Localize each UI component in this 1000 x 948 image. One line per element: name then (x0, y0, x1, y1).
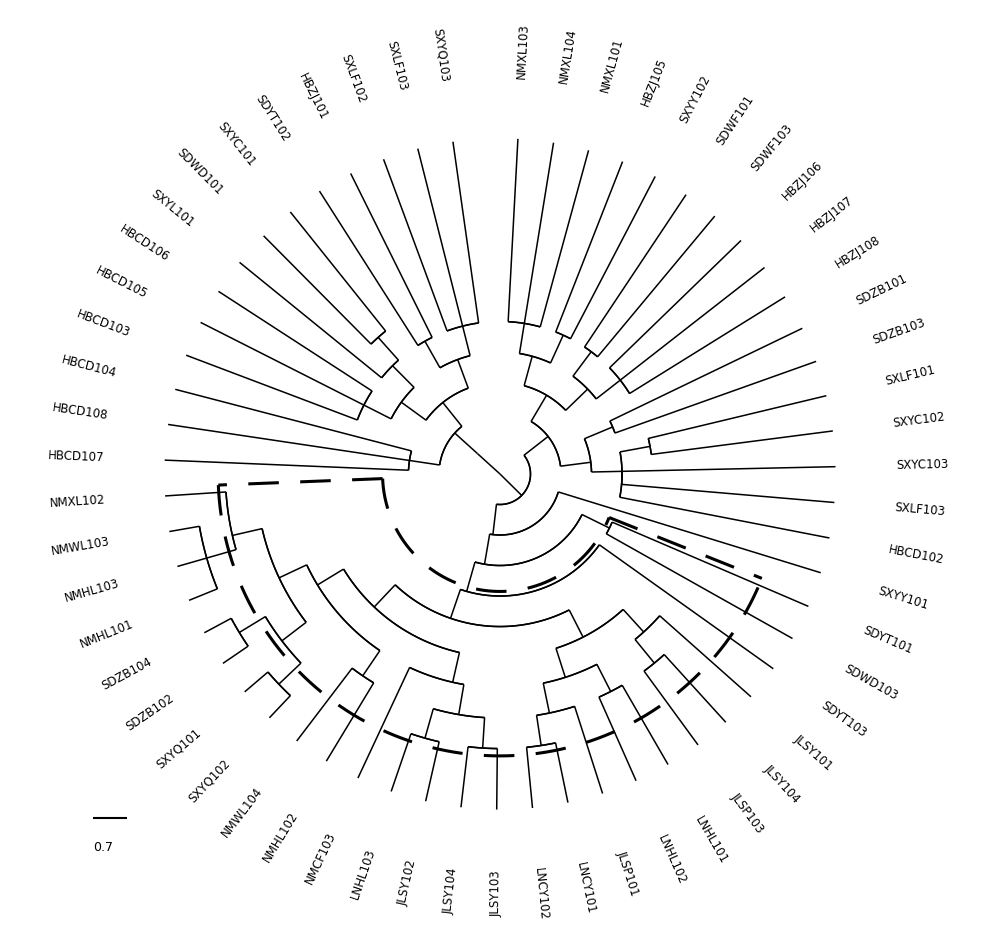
Text: SDZB103: SDZB103 (871, 317, 927, 347)
Text: LNHL101: LNHL101 (693, 813, 730, 866)
Text: NMXL102: NMXL102 (49, 493, 105, 510)
Text: SXLF103: SXLF103 (894, 501, 946, 519)
Text: LNHL103: LNHL103 (348, 847, 378, 901)
Text: SDWD101: SDWD101 (174, 146, 226, 197)
Text: JLSY104: JLSY104 (442, 866, 460, 915)
Text: HBZJ105: HBZJ105 (639, 56, 669, 108)
Text: HBCD102: HBCD102 (887, 543, 945, 567)
Text: SXYQ103: SXYQ103 (430, 27, 451, 82)
Text: HBCD103: HBCD103 (75, 308, 132, 340)
Text: SDWF101: SDWF101 (714, 93, 757, 148)
Text: HBZJ106: HBZJ106 (780, 158, 825, 203)
Text: NMWL104: NMWL104 (219, 785, 265, 840)
Text: SXYQ101: SXYQ101 (153, 726, 203, 771)
Text: HBZJ107: HBZJ107 (808, 194, 856, 235)
Text: LNHL102: LNHL102 (655, 833, 688, 887)
Text: SXYL101: SXYL101 (149, 187, 197, 229)
Text: HBCD105: HBCD105 (94, 264, 150, 301)
Text: SDYT103: SDYT103 (819, 699, 869, 739)
Text: SXLF101: SXLF101 (884, 363, 936, 388)
Text: HBCD108: HBCD108 (52, 401, 109, 422)
Text: JLSY104: JLSY104 (762, 762, 803, 806)
Text: SDWD103: SDWD103 (842, 663, 900, 703)
Text: SXLF102: SXLF102 (339, 53, 369, 105)
Text: JLSY103: JLSY103 (489, 870, 503, 917)
Text: NMCF103: NMCF103 (303, 830, 338, 886)
Text: JLSP103: JLSP103 (728, 790, 766, 835)
Text: SXYY102: SXYY102 (677, 74, 713, 126)
Text: SDYT101: SDYT101 (861, 624, 915, 657)
Text: 0.7: 0.7 (93, 842, 113, 854)
Text: NMHL101: NMHL101 (78, 617, 136, 650)
Text: NMXL103: NMXL103 (515, 23, 531, 79)
Text: SXLF103: SXLF103 (384, 39, 409, 92)
Text: HBCD107: HBCD107 (48, 448, 105, 465)
Text: SDZB104: SDZB104 (100, 656, 154, 693)
Text: SXYC103: SXYC103 (896, 458, 948, 472)
Text: NMXL101: NMXL101 (598, 37, 625, 94)
Text: HBZJ101: HBZJ101 (295, 71, 330, 122)
Text: SXYC102: SXYC102 (892, 410, 946, 429)
Text: JLSP101: JLSP101 (615, 849, 642, 898)
Text: SDYT102: SDYT102 (253, 92, 292, 144)
Text: LNCY102: LNCY102 (532, 867, 550, 921)
Text: HBCD106: HBCD106 (117, 223, 171, 264)
Text: NMHL102: NMHL102 (260, 810, 301, 865)
Text: NMXL104: NMXL104 (557, 27, 578, 84)
Text: JLSY101: JLSY101 (792, 732, 835, 773)
Text: SDZB102: SDZB102 (124, 692, 177, 734)
Text: LNCY101: LNCY101 (574, 861, 597, 915)
Text: SDWF103: SDWF103 (748, 121, 795, 173)
Text: NMHL103: NMHL103 (63, 576, 121, 605)
Text: JLSY102: JLSY102 (396, 859, 419, 907)
Text: NMWL103: NMWL103 (50, 536, 111, 558)
Text: SXYY101: SXYY101 (877, 584, 930, 612)
Text: HBCD104: HBCD104 (61, 354, 118, 380)
Text: HBZJ108: HBZJ108 (833, 233, 883, 270)
Text: SDZB101: SDZB101 (854, 272, 909, 308)
Text: SXYQ102: SXYQ102 (186, 757, 233, 806)
Text: SXYC101: SXYC101 (215, 119, 258, 169)
